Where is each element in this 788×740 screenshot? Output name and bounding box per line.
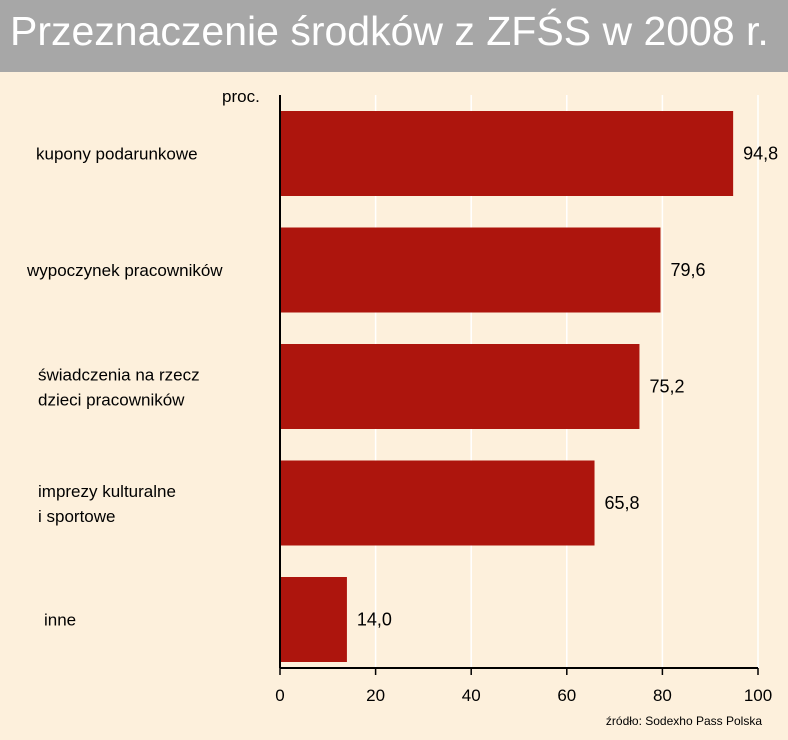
bar <box>280 344 640 429</box>
bar <box>280 111 734 196</box>
x-tick-label: 40 <box>462 686 481 705</box>
value-label: 65,8 <box>605 493 640 513</box>
x-tick-label: 0 <box>275 686 284 705</box>
category-label: kupony podarunkowe <box>36 145 198 164</box>
category-label: imprezy kulturalne <box>38 482 176 501</box>
unit-label: proc. <box>222 87 260 106</box>
category-label: świadczenia na rzecz <box>38 366 200 385</box>
x-tick-label: 100 <box>744 686 772 705</box>
chart-title: Przeznaczenie środków z ZFŚS w 2008 r. <box>10 8 769 54</box>
value-label: 94,8 <box>743 144 778 164</box>
category-label: inne <box>44 611 76 630</box>
value-label: 79,6 <box>670 260 705 280</box>
bar <box>280 227 661 313</box>
x-tick-label: 20 <box>366 686 385 705</box>
value-label: 14,0 <box>357 610 392 630</box>
category-label: dzieci pracowników <box>38 391 185 410</box>
value-label: 75,2 <box>649 377 684 397</box>
x-tick-label: 60 <box>557 686 576 705</box>
bars: 94,8 kupony podarunkowe 79,6 wypoczynek pra… <box>26 111 778 662</box>
x-tick-label: 80 <box>653 686 672 705</box>
category-label: wypoczynek pracowników <box>26 261 223 280</box>
source-label: źródło: Sodexho Pass Polska <box>606 714 762 728</box>
bar <box>280 577 347 662</box>
bar <box>280 460 595 546</box>
title-bar: Przeznaczenie środków z ZFŚS w 2008 r. <box>0 0 788 72</box>
axes: 0 20 40 60 80 100 <box>275 95 772 705</box>
category-label: i sportowe <box>38 507 115 526</box>
